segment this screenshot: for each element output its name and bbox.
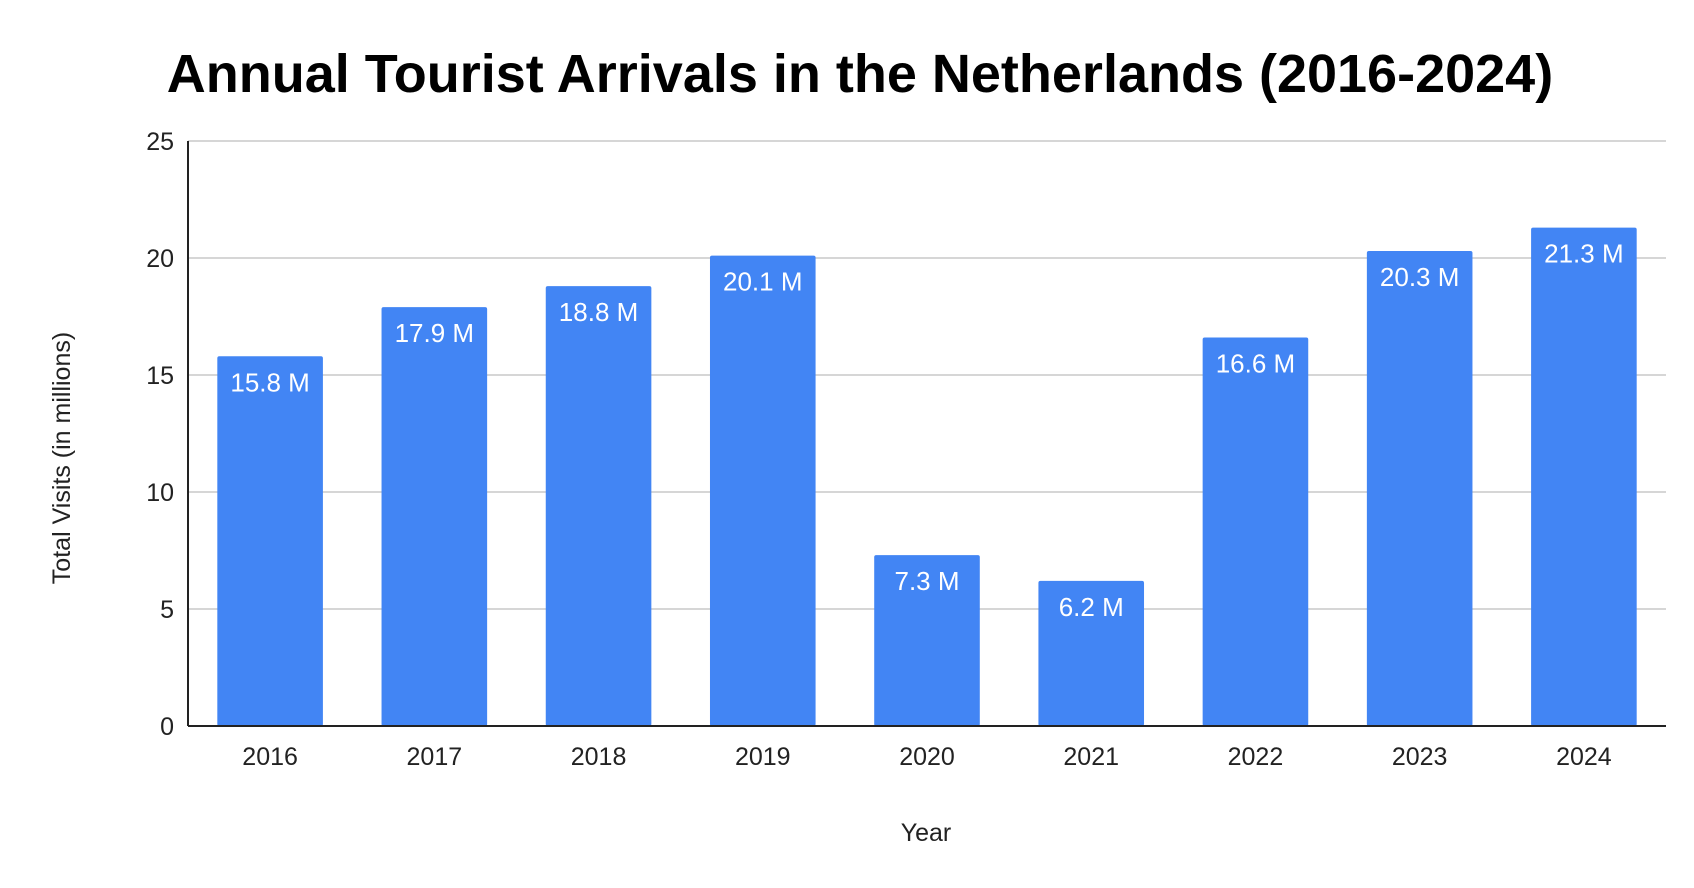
x-tick-label: 2024 — [1556, 743, 1612, 771]
x-axis-ticks: 2016 2017 2018 2019 2020 2021 2022 2023 2024 — [242, 743, 1611, 771]
data-label-2023: 20.3 M — [1380, 262, 1460, 292]
y-tick-label: 10 — [146, 479, 174, 507]
x-tick-label: 2020 — [899, 743, 955, 771]
bar-2016 — [217, 356, 323, 726]
data-label-2016: 15.8 M — [230, 367, 310, 397]
data-label-2017: 17.9 M — [395, 318, 475, 348]
x-tick-label: 2022 — [1228, 743, 1284, 771]
chart-title: Annual Tourist Arrivals in the Netherlan… — [167, 44, 1553, 104]
bar-2022 — [1202, 337, 1309, 726]
x-axis-title: Year — [901, 819, 952, 847]
bar-2023 — [1366, 250, 1473, 727]
bar-2021 — [1038, 580, 1145, 726]
y-tick-label: 15 — [146, 362, 174, 390]
bar-2018 — [545, 286, 652, 726]
y-tick-label: 0 — [160, 713, 174, 741]
y-axis-ticks: 0 5 10 15 20 25 — [146, 128, 174, 741]
bar-2019 — [709, 255, 816, 726]
bar-2017 — [381, 307, 488, 726]
y-tick-label: 5 — [160, 596, 174, 624]
data-label-2021: 6.2 M — [1059, 592, 1124, 622]
x-tick-label: 2021 — [1063, 743, 1119, 771]
bar-2024 — [1531, 227, 1637, 726]
y-tick-label: 20 — [146, 245, 174, 273]
data-label-2018: 18.8 M — [559, 297, 639, 327]
x-tick-label: 2019 — [735, 743, 791, 771]
data-label-2019: 20.1 M — [723, 267, 803, 297]
x-tick-label: 2017 — [407, 743, 463, 771]
data-label-2024: 21.3 M — [1544, 239, 1624, 269]
x-tick-label: 2023 — [1392, 743, 1448, 771]
bars: 15.8 M 17.9 M 18.8 M 20.1 M 7.3 M 6.2 M 16.6 M… — [217, 227, 1637, 727]
x-tick-label: 2018 — [571, 743, 627, 771]
x-tick-label: 2016 — [242, 743, 298, 771]
y-axis-title: Total Visits (in millions) — [48, 332, 76, 584]
y-tick-label: 25 — [146, 128, 174, 156]
bar-2020 — [874, 555, 980, 726]
data-label-2022: 16.6 M — [1216, 349, 1296, 379]
data-label-2020: 7.3 M — [894, 566, 959, 596]
